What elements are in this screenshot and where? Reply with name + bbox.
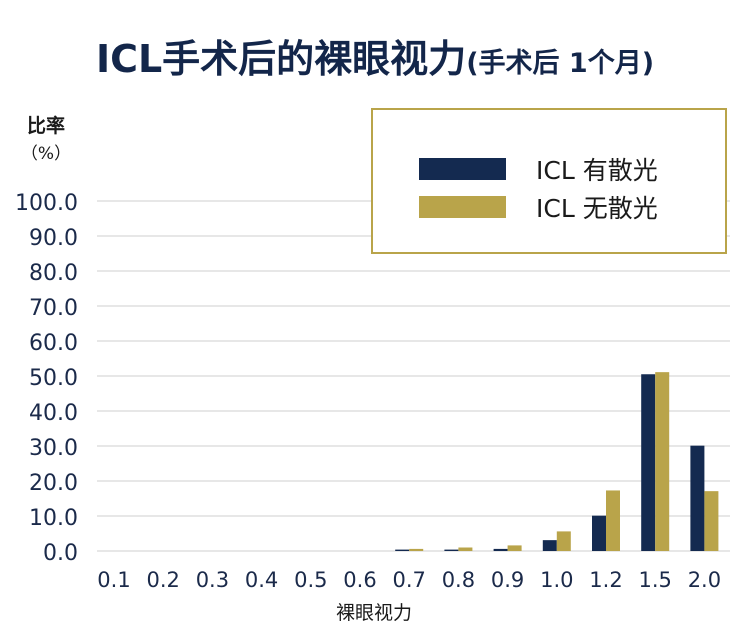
bar-astigmatism — [395, 549, 410, 551]
bar-astigmatism — [444, 549, 459, 551]
bar-astigmatism — [690, 445, 705, 551]
x-tick-label: 0.1 — [97, 568, 130, 592]
bar-astigmatism — [493, 548, 508, 551]
bar-no-astigmatism — [704, 491, 719, 551]
bar-no-astigmatism — [606, 490, 620, 551]
y-tick-label: 60.0 — [29, 331, 78, 356]
x-tick-label: 0.7 — [392, 568, 425, 592]
legend-swatch-astigmatism — [419, 158, 506, 180]
x-tick-label: 0.5 — [294, 568, 327, 592]
y-tick-label: 30.0 — [29, 436, 78, 461]
legend-label-no-astigmatism: ICL 无散光 — [536, 194, 658, 223]
legend: ICL 有散光 ICL 无散光 — [371, 108, 727, 254]
x-axis-label: 裸眼视力 — [336, 602, 412, 624]
bar-astigmatism — [542, 540, 557, 551]
y-tick-label: 80.0 — [29, 261, 78, 286]
x-tick-label: 0.4 — [245, 568, 278, 592]
chart-title: ICL手术后的裸眼视力(手术后 1个月) — [0, 28, 750, 83]
bar-no-astigmatism — [655, 372, 670, 551]
x-tick-label: 1.2 — [589, 568, 622, 592]
x-tick-label: 0.8 — [442, 568, 475, 592]
y-tick-label: 70.0 — [29, 296, 78, 321]
bar-no-astigmatism — [556, 531, 571, 551]
bar-no-astigmatism — [507, 545, 522, 551]
y-tick-label: 10.0 — [29, 506, 78, 531]
y-tick-label: 0.0 — [43, 541, 78, 566]
chart-subtitle: (手术后 1个月) — [466, 48, 655, 79]
x-tick-label: 1.5 — [638, 568, 671, 592]
y-axis-unit: （%） — [20, 144, 72, 164]
x-tick-label: 0.2 — [146, 568, 179, 592]
x-tick-label: 0.9 — [491, 568, 524, 592]
legend-swatch-no-astigmatism — [419, 196, 506, 218]
x-tick-label: 2.0 — [688, 568, 721, 592]
bar-astigmatism — [641, 374, 656, 551]
bar-no-astigmatism — [409, 548, 424, 551]
legend-item-astigmatism: ICL 有散光 — [419, 156, 658, 185]
chart-title-main: ICL手术后的裸眼视力 — [95, 37, 467, 81]
y-tick-label: 50.0 — [29, 366, 78, 391]
y-tick-label: 20.0 — [29, 471, 78, 496]
y-axis-label-block: 比率 （%） — [16, 112, 76, 168]
y-tick-label: 90.0 — [29, 226, 78, 251]
y-axis-label: 比率 — [26, 115, 65, 137]
x-tick-label: 1.0 — [540, 568, 573, 592]
y-tick-label: 100.0 — [15, 191, 78, 216]
x-tick-label: 0.3 — [196, 568, 229, 592]
x-tick-label: 0.6 — [343, 568, 376, 592]
y-tick-label: 40.0 — [29, 401, 78, 426]
legend-label-astigmatism: ICL 有散光 — [536, 156, 658, 185]
legend-item-no-astigmatism: ICL 无散光 — [419, 194, 658, 223]
bar-astigmatism — [592, 515, 606, 551]
bar-no-astigmatism — [458, 547, 473, 551]
